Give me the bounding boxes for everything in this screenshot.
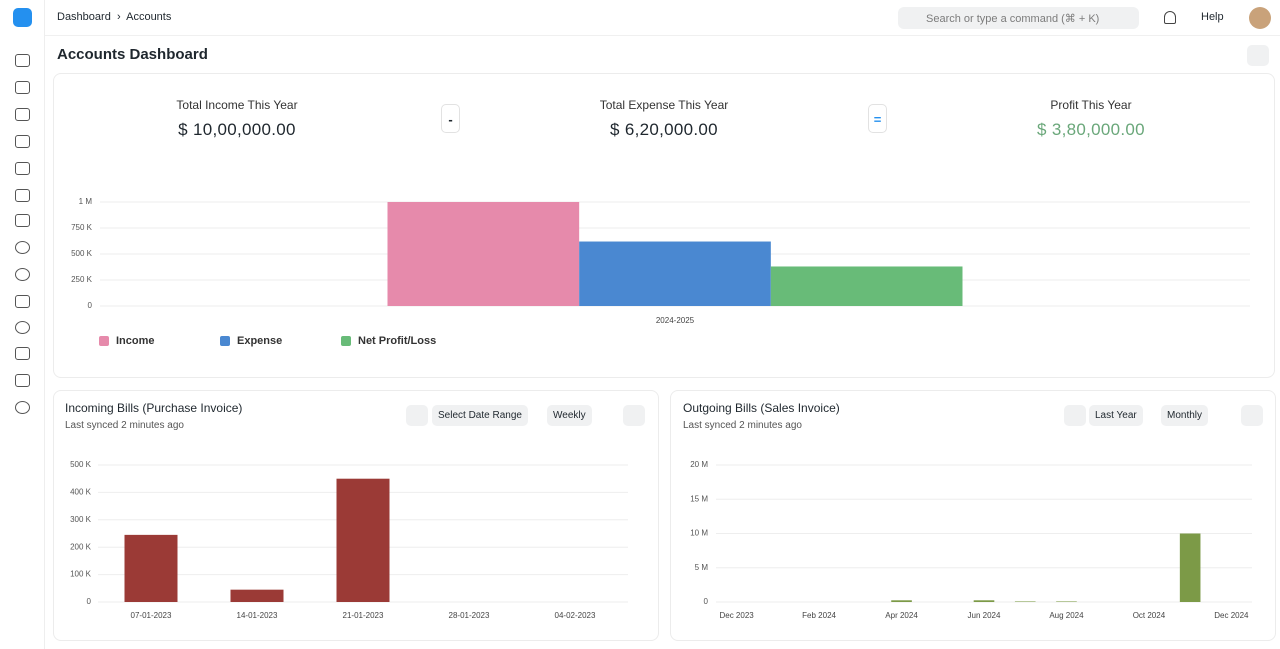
avatar[interactable]: [1249, 7, 1271, 29]
legend-label: Net Profit/Loss: [358, 335, 436, 347]
card-subtitle: Last synced 2 minutes ago: [683, 420, 802, 431]
filter-button[interactable]: [1064, 405, 1086, 426]
breadcrumb-link[interactable]: Accounts: [126, 11, 172, 23]
breadcrumb-link[interactable]: Dashboard: [57, 11, 111, 23]
nav-icon[interactable]: [15, 321, 30, 334]
y-tick-label: 300 K: [70, 515, 92, 524]
x-tick-label: 04-02-2023: [555, 611, 596, 620]
y-tick-label: 5 M: [695, 563, 709, 572]
x-tick-label: Aug 2024: [1049, 611, 1084, 620]
nav-icon[interactable]: [15, 295, 30, 308]
nav-icon[interactable]: [15, 401, 30, 414]
filter-button[interactable]: [406, 405, 428, 426]
bar: [387, 202, 580, 306]
summary-label: Profit This Year: [1050, 98, 1132, 112]
nav-icon[interactable]: [15, 214, 30, 227]
help-menu[interactable]: Help: [1201, 11, 1224, 23]
y-tick-label: 1 M: [79, 197, 93, 206]
y-tick-label: 20 M: [690, 460, 708, 469]
x-tick-label: Oct 2024: [1133, 611, 1166, 620]
interval-select[interactable]: Monthly: [1161, 405, 1209, 426]
operator: =: [868, 104, 887, 133]
nav-icon[interactable]: [15, 268, 30, 281]
notification-bell[interactable]: [1164, 11, 1176, 24]
x-tick-label: 2024-2025: [656, 316, 695, 325]
legend-label: Income: [116, 335, 155, 347]
bar: [973, 600, 995, 602]
more-button[interactable]: [1241, 405, 1263, 426]
nav-icon[interactable]: [15, 135, 30, 148]
y-tick-label: 500 K: [70, 460, 92, 469]
bar: [124, 534, 178, 602]
legend-swatch: [99, 336, 109, 346]
y-tick-label: 750 K: [71, 223, 93, 232]
y-tick-label: 250 K: [71, 275, 93, 284]
summary-value: $ 10,00,000.00: [178, 120, 296, 139]
x-tick-label: Apr 2024: [885, 611, 918, 620]
more-button[interactable]: [1247, 45, 1269, 66]
y-tick-label: 100 K: [70, 570, 92, 579]
legend-label: Expense: [237, 335, 282, 347]
search-bar[interactable]: Search or type a command (⌘ + K): [898, 7, 1139, 29]
bar: [770, 266, 963, 306]
bar: [891, 600, 912, 602]
nav-icon[interactable]: [15, 189, 30, 202]
nav-icon[interactable]: [15, 347, 30, 360]
topbar: [45, 0, 1280, 36]
bar: [336, 478, 390, 602]
nav-icon[interactable]: [15, 241, 30, 254]
card-title: Outgoing Bills (Sales Invoice): [683, 401, 840, 415]
nav-icon[interactable]: [15, 162, 30, 175]
summary-value: $ 3,80,000.00: [1037, 120, 1145, 139]
summary-value: $ 6,20,000.00: [610, 120, 718, 139]
legend-swatch: [220, 336, 230, 346]
operator: -: [441, 104, 460, 133]
nav-icon[interactable]: [15, 374, 30, 387]
x-tick-label: Jun 2024: [968, 611, 1001, 620]
card-subtitle: Last synced 2 minutes ago: [65, 420, 184, 431]
y-tick-label: 200 K: [70, 542, 92, 551]
legend-swatch: [341, 336, 351, 346]
sidebar: [0, 0, 45, 649]
y-tick-label: 500 K: [71, 249, 93, 258]
y-tick-label: 10 M: [690, 529, 708, 538]
date-range-select[interactable]: Select Date Range: [432, 405, 528, 426]
bar: [1014, 601, 1036, 602]
page-title: Accounts Dashboard: [57, 46, 208, 63]
breadcrumb: Dashboard › Accounts: [57, 11, 172, 23]
y-tick-label: 0: [87, 597, 92, 606]
nav-icon[interactable]: [15, 81, 30, 94]
x-tick-label: 07-01-2023: [131, 611, 172, 620]
bar: [1179, 533, 1201, 602]
bar: [1056, 601, 1077, 602]
summary-label: Total Income This Year: [176, 98, 298, 112]
interval-select[interactable]: Weekly: [547, 405, 592, 426]
card-title: Incoming Bills (Purchase Invoice): [65, 401, 243, 415]
summary-label: Total Expense This Year: [599, 98, 729, 112]
x-tick-label: Dec 2024: [1214, 611, 1249, 620]
x-tick-label: Dec 2023: [719, 611, 754, 620]
x-tick-label: 14-01-2023: [237, 611, 278, 620]
y-tick-label: 400 K: [70, 488, 92, 497]
bar: [230, 589, 284, 602]
logo[interactable]: [13, 8, 32, 27]
x-tick-label: Feb 2024: [802, 611, 836, 620]
nav-icon[interactable]: [15, 54, 30, 67]
bar: [579, 241, 771, 306]
chart-card: [670, 390, 1276, 641]
nav-icon[interactable]: [15, 108, 30, 121]
summary-card: [53, 73, 1275, 378]
date-range-select[interactable]: Last Year: [1089, 405, 1143, 426]
x-tick-label: 21-01-2023: [343, 611, 384, 620]
y-tick-label: 0: [704, 597, 709, 606]
y-tick-label: 0: [88, 301, 93, 310]
more-button[interactable]: [623, 405, 645, 426]
y-tick-label: 15 M: [690, 494, 708, 503]
x-tick-label: 28-01-2023: [449, 611, 490, 620]
